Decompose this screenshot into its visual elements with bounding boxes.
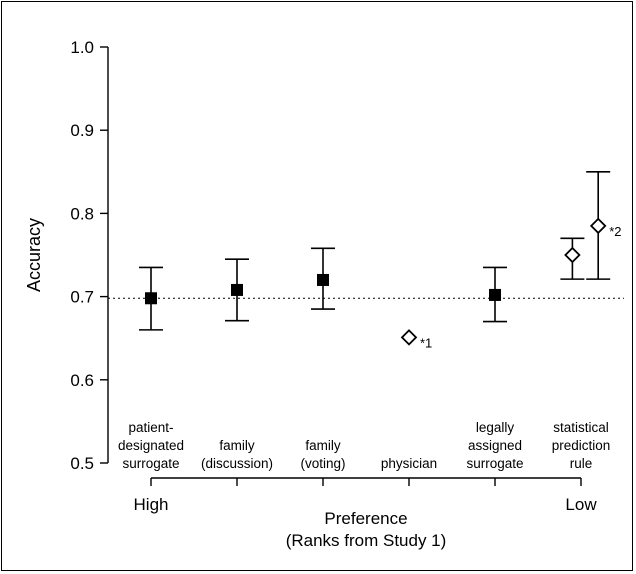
category-label: assigned xyxy=(468,438,522,453)
category-label: (discussion) xyxy=(201,456,273,471)
category-label: surrogate xyxy=(122,456,179,471)
category-label: patient- xyxy=(128,420,173,435)
y-tick-label: 0.7 xyxy=(70,288,94,307)
x-axis-title-line: (Ranks from Study 1) xyxy=(286,531,447,550)
data-point-square xyxy=(145,292,157,305)
data-point-square xyxy=(317,273,329,286)
data-point-diamond xyxy=(589,217,607,235)
y-tick-label: 0.8 xyxy=(70,204,94,223)
x-tick-label-high: High xyxy=(134,495,169,514)
x-axis-title-line: Preference xyxy=(324,509,407,528)
y-tick-label: 0.6 xyxy=(70,371,94,390)
category-label: statistical xyxy=(553,420,609,435)
data-point-square xyxy=(489,288,501,301)
y-tick-label: 0.5 xyxy=(70,454,94,473)
category-label: designated xyxy=(118,438,184,453)
category-label: physician xyxy=(381,456,437,471)
category-label: (voting) xyxy=(300,456,345,471)
y-tick-label: 0.9 xyxy=(70,121,94,140)
data-point-diamond xyxy=(564,246,581,264)
y-axis-title: Accuracy xyxy=(24,218,44,292)
category-label: prediction xyxy=(552,438,611,453)
data-point-square xyxy=(231,283,243,296)
category-label: rule xyxy=(570,456,593,471)
category-label: family xyxy=(305,438,341,453)
point-annotation: *2 xyxy=(609,224,621,239)
category-label: family xyxy=(219,438,255,453)
category-label: legally xyxy=(476,420,515,435)
point-annotation: *1 xyxy=(420,335,432,350)
x-tick-label-low: Low xyxy=(565,495,597,514)
data-point-diamond xyxy=(400,329,418,346)
category-label: surrogate xyxy=(466,456,523,471)
y-tick-label: 1.0 xyxy=(70,38,94,57)
